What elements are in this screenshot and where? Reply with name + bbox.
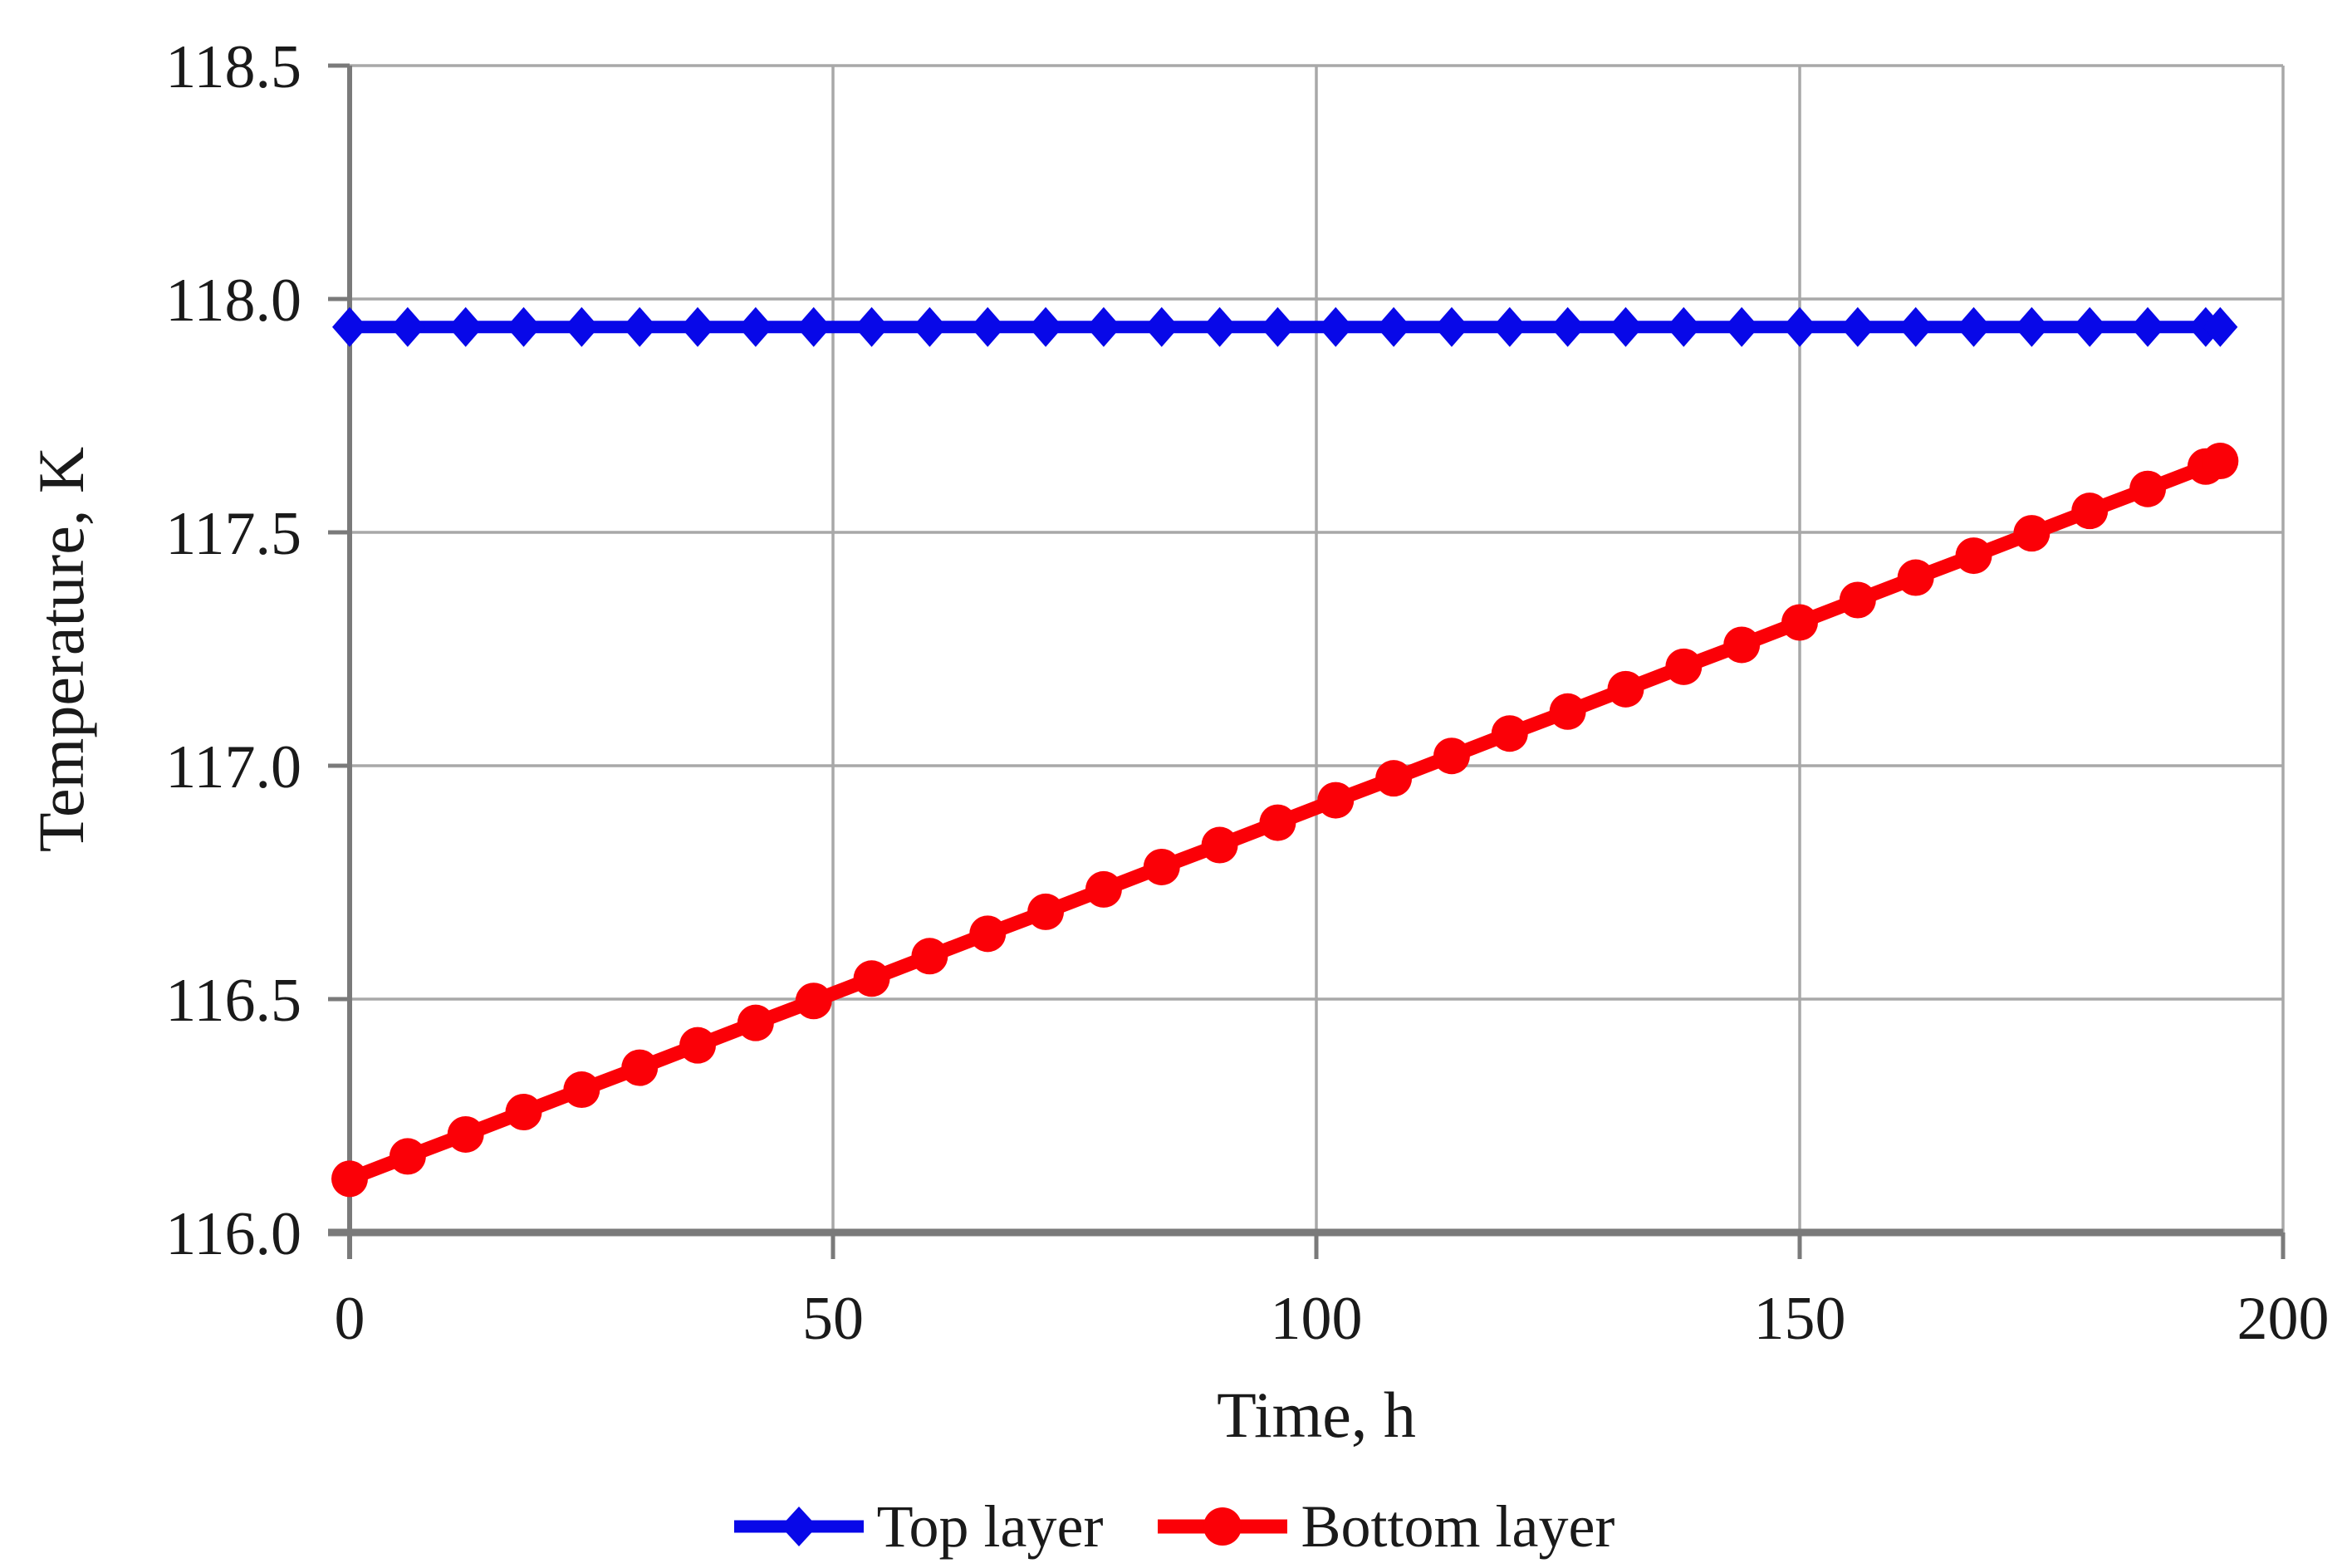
data-point-diamond (1608, 306, 1644, 347)
data-point-diamond (506, 306, 541, 347)
data-point-circle (1259, 804, 1296, 841)
x-tick-label: 150 (1754, 1285, 1846, 1353)
data-point-diamond (622, 306, 658, 347)
data-point-diamond (1666, 306, 1702, 347)
data-point-diamond (680, 306, 716, 347)
legend-item-bottom-layer: Bottom layer (1156, 1492, 1614, 1561)
data-point-circle (1027, 893, 1065, 930)
data-point-circle (1317, 782, 1355, 819)
data-point-circle (621, 1049, 659, 1086)
data-point-circle (1665, 648, 1703, 685)
data-point-diamond (1956, 306, 1992, 347)
data-point-circle (1897, 559, 1934, 596)
data-point-circle (911, 938, 948, 975)
y-tick-label: 117.0 (165, 733, 301, 801)
data-point-diamond (448, 306, 483, 347)
data-point-diamond (1144, 306, 1179, 347)
data-point-diamond (1433, 306, 1469, 347)
data-point-diamond (2130, 306, 2166, 347)
data-point-diamond (1318, 306, 1354, 347)
data-point-circle (795, 982, 832, 1020)
legend: Top layer Bottom layer (0, 1483, 2347, 1568)
data-point-diamond (1724, 306, 1760, 347)
data-point-circle (1491, 715, 1528, 752)
x-tick-label: 200 (2237, 1285, 2330, 1353)
data-point-circle (2013, 515, 2051, 552)
data-point-circle (2129, 470, 2167, 507)
y-tick-label: 117.5 (165, 500, 301, 568)
chart-plot-area: 116.0 116.5 117.0 117.5 118.0 118.5 0 50 100 150 2… (165, 33, 2329, 1353)
y-axis-title: Temperature, K (25, 447, 97, 852)
x-tick-label: 50 (802, 1285, 864, 1353)
data-point-circle (1955, 537, 1992, 575)
data-point-circle (563, 1071, 600, 1109)
data-point-circle (1607, 670, 1644, 708)
data-point-circle (1549, 693, 1586, 730)
data-point-diamond (1085, 306, 1121, 347)
legend-label-bottom-layer: Bottom layer (1301, 1492, 1615, 1560)
top-layer-legend-marker-icon (733, 1507, 864, 1546)
data-point-diamond (2202, 306, 2238, 347)
x-tick-label: 100 (1271, 1285, 1363, 1353)
data-point-diamond (390, 306, 425, 347)
data-point-circle (1781, 604, 1818, 641)
data-point-diamond (1550, 306, 1585, 347)
data-point-circle (1143, 848, 1180, 885)
data-point-diamond (1492, 306, 1527, 347)
data-point-circle (679, 1027, 717, 1064)
data-point-circle (1433, 737, 1470, 775)
x-axis-title: Time, h (1217, 1379, 1416, 1451)
data-point-diamond (564, 306, 600, 347)
data-point-diamond (970, 306, 1006, 347)
data-point-circle (1085, 870, 1122, 908)
data-point-diamond (2014, 306, 2050, 347)
data-point-diamond (796, 306, 831, 347)
data-point-circle (1201, 826, 1238, 864)
data-point-circle (331, 1160, 368, 1198)
data-point-diamond (854, 306, 889, 347)
data-point-circle (737, 1004, 774, 1041)
data-point-circle (389, 1138, 426, 1175)
data-point-circle (2202, 443, 2239, 480)
data-point-circle (447, 1115, 484, 1153)
legend-item-top-layer: Top layer (733, 1492, 1104, 1561)
data-point-circle (853, 960, 890, 997)
data-point-diamond (1376, 306, 1412, 347)
data-point-diamond (1782, 306, 1817, 347)
x-tick-label: 0 (335, 1285, 365, 1353)
data-point-circle (505, 1094, 542, 1131)
data-point-diamond (1260, 306, 1296, 347)
series-line-bottom-layer (346, 454, 2223, 1186)
data-point-diamond (332, 306, 367, 347)
legend-label-top-layer: Top layer (876, 1492, 1104, 1560)
data-point-diamond (1898, 306, 1933, 347)
data-point-diamond (1202, 306, 1237, 347)
data-point-circle (1839, 581, 1876, 619)
data-point-diamond (912, 306, 948, 347)
data-point-diamond (1028, 306, 1064, 347)
data-point-circle (2071, 492, 2109, 530)
y-tick-label: 118.5 (165, 33, 301, 101)
bottom-layer-legend-marker-icon (1158, 1507, 1288, 1546)
y-tick-label: 116.5 (165, 967, 301, 1035)
data-point-circle (969, 915, 1007, 953)
data-point-diamond (2072, 306, 2108, 347)
data-point-circle (1723, 626, 1761, 664)
y-tick-label: 118.0 (165, 267, 301, 335)
data-point-diamond (1840, 306, 1875, 347)
data-point-diamond (737, 306, 773, 347)
data-point-circle (1375, 760, 1413, 797)
y-tick-label: 116.0 (165, 1200, 301, 1268)
